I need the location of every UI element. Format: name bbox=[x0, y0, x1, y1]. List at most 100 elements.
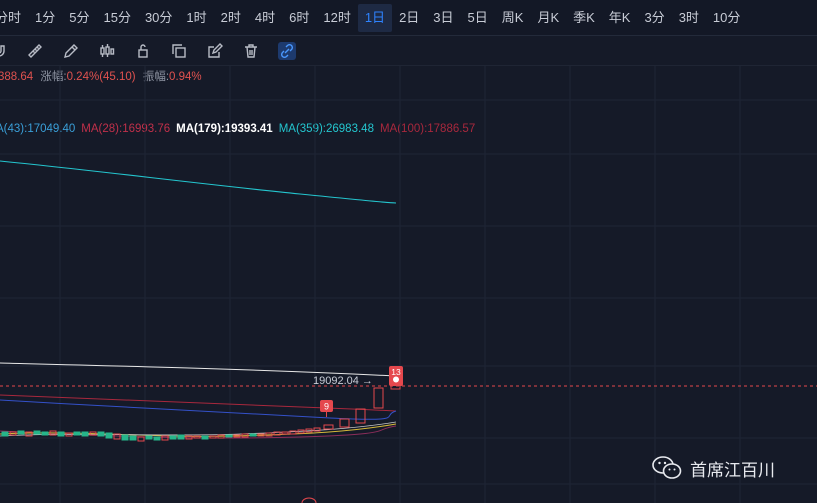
candle bbox=[113, 433, 121, 440]
candle bbox=[241, 433, 249, 438]
candle bbox=[169, 435, 177, 440]
candle bbox=[161, 435, 169, 441]
candle bbox=[105, 432, 113, 439]
timeframe-8[interactable]: 6时 bbox=[289, 9, 310, 25]
candle bbox=[281, 431, 289, 435]
ma-legend-item: MA(28):16993.76 bbox=[81, 123, 171, 135]
timeframe-19[interactable]: 3时 bbox=[678, 9, 699, 25]
trash-icon[interactable] bbox=[242, 42, 260, 60]
candle bbox=[289, 430, 297, 435]
candle bbox=[273, 431, 281, 436]
timeframe-3[interactable]: 15分 bbox=[103, 9, 131, 25]
ruler-icon[interactable] bbox=[26, 42, 44, 60]
partial-circle bbox=[301, 497, 317, 503]
candle bbox=[355, 408, 366, 424]
ma-legend-item: MA(100):17886.57 bbox=[379, 123, 476, 135]
candle bbox=[265, 432, 273, 437]
watermark: 首席江百川 bbox=[652, 455, 775, 481]
timeframe-bar: 分时 1分 5分 15分 30分 1时 2时 4时 6时 12时 1日 2日 3日 5日 周K 月K 季K 年K 3… bbox=[0, 0, 817, 36]
ma-legend: A(43):17049.40 MA(28):16993.76 MA(179):193… bbox=[0, 123, 481, 135]
timeframe-1[interactable]: 1分 bbox=[35, 9, 56, 25]
price-marker-label: 19092.04 → bbox=[313, 375, 373, 387]
timeframe-2[interactable]: 5分 bbox=[69, 9, 90, 25]
timeframe-18[interactable]: 3分 bbox=[644, 9, 665, 25]
timeframe-10[interactable]: 1日 bbox=[357, 3, 393, 32]
candle bbox=[249, 433, 257, 437]
ma-legend-item: MA(179):19393.41 bbox=[176, 123, 273, 135]
ma-43-line bbox=[0, 399, 397, 420]
candle bbox=[1, 431, 9, 437]
candle bbox=[201, 435, 209, 440]
candlestick-icon[interactable] bbox=[98, 42, 116, 60]
timeframe-4[interactable]: 30分 bbox=[144, 9, 173, 25]
candle bbox=[65, 432, 73, 437]
candle bbox=[177, 434, 185, 440]
signal-badge: 9 bbox=[320, 400, 333, 417]
amplitude-label: 振幅: bbox=[142, 71, 170, 83]
ma-359-line bbox=[0, 160, 397, 204]
wechat-icon bbox=[652, 456, 682, 479]
candle bbox=[81, 431, 89, 437]
candle bbox=[233, 434, 241, 438]
timeframe-11[interactable]: 2日 bbox=[399, 9, 420, 25]
candle bbox=[145, 435, 153, 440]
ma-legend-item: A(43):17049.40 bbox=[0, 123, 76, 135]
candle bbox=[129, 435, 137, 441]
note-edit-icon[interactable] bbox=[206, 42, 224, 60]
signal-badge-13: 13 bbox=[391, 367, 401, 377]
ma-legend-item: MA(359):26983.48 bbox=[278, 123, 374, 135]
candle bbox=[305, 428, 313, 433]
timeframe-16[interactable]: 季K bbox=[573, 9, 595, 25]
candle bbox=[297, 429, 305, 434]
candle bbox=[185, 435, 193, 440]
candle bbox=[57, 431, 65, 437]
candle bbox=[313, 427, 321, 432]
candle bbox=[89, 431, 97, 436]
candle bbox=[9, 431, 17, 436]
current-price: 388.64 bbox=[0, 71, 34, 83]
change-value: 0.24%(45.10) bbox=[66, 71, 136, 83]
candle bbox=[373, 387, 384, 409]
candle bbox=[257, 433, 265, 437]
link-icon[interactable] bbox=[278, 41, 296, 60]
candle bbox=[323, 424, 334, 430]
timeframe-13[interactable]: 5日 bbox=[467, 9, 488, 25]
timeframe-20[interactable]: 10分 bbox=[712, 9, 741, 25]
candle bbox=[137, 436, 145, 442]
candle bbox=[73, 431, 81, 436]
candle bbox=[217, 434, 225, 439]
ma-179-line bbox=[0, 362, 397, 377]
pencil-icon[interactable] bbox=[62, 42, 80, 60]
amplitude-value: 0.94% bbox=[169, 71, 202, 83]
timeframe-0[interactable]: 分时 bbox=[0, 9, 22, 25]
timeframe-15[interactable]: 月K bbox=[537, 9, 560, 25]
candlestick-chart[interactable]: 9 13 bbox=[0, 66, 817, 503]
drawing-toolbar bbox=[0, 36, 817, 66]
timeframe-5[interactable]: 1时 bbox=[186, 9, 207, 25]
candle bbox=[339, 418, 350, 428]
signal-badge-9: 9 bbox=[324, 402, 329, 412]
candle bbox=[225, 434, 233, 438]
timeframe-12[interactable]: 3日 bbox=[433, 9, 454, 25]
candle bbox=[49, 430, 57, 436]
copy-icon[interactable] bbox=[170, 42, 188, 60]
candle bbox=[25, 431, 33, 437]
watermark-text: 首席江百川 bbox=[690, 460, 775, 480]
candle bbox=[153, 436, 161, 441]
candle bbox=[41, 431, 49, 436]
timeframe-7[interactable]: 4时 bbox=[254, 9, 276, 25]
timeframe-17[interactable]: 年K bbox=[608, 9, 631, 25]
ma-100-line bbox=[0, 394, 397, 412]
candle bbox=[193, 435, 201, 439]
signal-badge: 13 bbox=[389, 366, 403, 386]
ma-short-white bbox=[0, 421, 397, 437]
candle bbox=[17, 430, 25, 435]
candle bbox=[209, 435, 217, 439]
timeframe-14[interactable]: 周K bbox=[501, 9, 524, 25]
timeframe-9[interactable]: 12时 bbox=[323, 9, 351, 25]
magnet-icon[interactable] bbox=[0, 42, 8, 60]
lock-icon[interactable] bbox=[134, 42, 152, 60]
candle bbox=[121, 434, 129, 441]
timeframe-6[interactable]: 2时 bbox=[220, 9, 241, 25]
candle bbox=[33, 430, 41, 435]
